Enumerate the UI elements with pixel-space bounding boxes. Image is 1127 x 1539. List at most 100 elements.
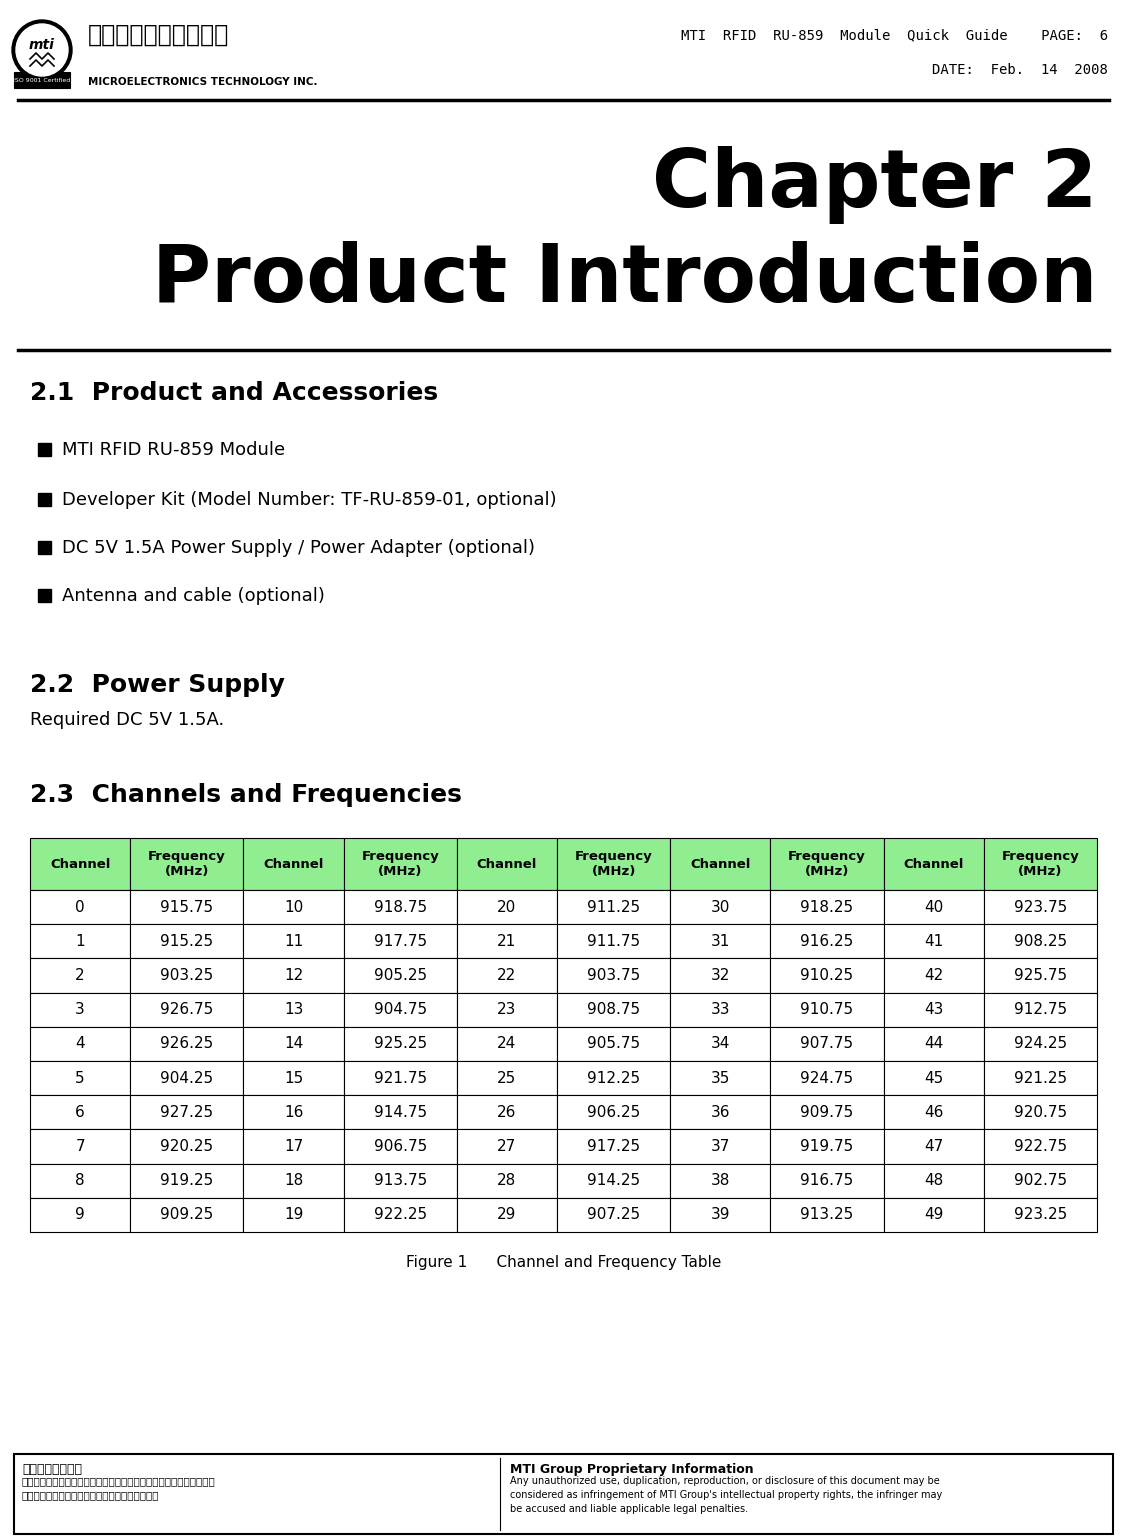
Bar: [557, 925, 671, 959]
Bar: [456, 1197, 557, 1233]
Bar: [884, 890, 984, 925]
Bar: [131, 890, 243, 925]
Text: 45: 45: [924, 1071, 943, 1085]
Bar: [30, 890, 131, 925]
Bar: [38, 542, 51, 554]
Bar: [131, 1130, 243, 1163]
Text: 11: 11: [284, 934, 303, 950]
Text: 905.75: 905.75: [587, 1036, 640, 1051]
Text: 39: 39: [711, 1208, 730, 1222]
Text: Frequency
(MHz): Frequency (MHz): [148, 850, 225, 879]
Bar: [131, 1197, 243, 1233]
Text: Frequency
(MHz): Frequency (MHz): [575, 850, 653, 879]
Text: 33: 33: [711, 1002, 730, 1017]
Text: Required DC 5V 1.5A.: Required DC 5V 1.5A.: [30, 711, 224, 729]
Text: 17: 17: [284, 1139, 303, 1154]
Text: Frequency
(MHz): Frequency (MHz): [1002, 850, 1080, 879]
Text: 32: 32: [711, 968, 730, 983]
Text: 9: 9: [76, 1208, 85, 1222]
Text: 917.75: 917.75: [374, 934, 427, 950]
Bar: [771, 959, 884, 993]
Text: 907.25: 907.25: [587, 1208, 640, 1222]
Bar: [771, 993, 884, 1027]
Text: 916.25: 916.25: [800, 934, 853, 950]
Bar: [456, 890, 557, 925]
Bar: [344, 890, 456, 925]
Text: 2.2  Power Supply: 2.2 Power Supply: [30, 673, 285, 697]
Bar: [456, 1060, 557, 1096]
Text: 35: 35: [711, 1071, 730, 1085]
Text: 42: 42: [924, 968, 943, 983]
Text: Any unauthorized use, duplication, reproduction, or disclosure of this document : Any unauthorized use, duplication, repro…: [511, 1476, 942, 1514]
Bar: [243, 839, 344, 890]
Bar: [30, 993, 131, 1027]
Bar: [671, 959, 771, 993]
Bar: [671, 1096, 771, 1130]
Bar: [984, 925, 1097, 959]
Text: 2: 2: [76, 968, 85, 983]
Text: 16: 16: [284, 1105, 303, 1120]
Text: 18: 18: [284, 1173, 303, 1188]
Bar: [984, 839, 1097, 890]
Bar: [884, 1096, 984, 1130]
Bar: [30, 1197, 131, 1233]
Text: 30: 30: [711, 900, 730, 914]
Bar: [30, 1163, 131, 1197]
Text: 48: 48: [924, 1173, 943, 1188]
Bar: [344, 1060, 456, 1096]
Bar: [671, 1060, 771, 1096]
Text: 918.25: 918.25: [800, 900, 853, 914]
Text: 4: 4: [76, 1036, 85, 1051]
Bar: [771, 1060, 884, 1096]
Bar: [243, 1163, 344, 1197]
Text: Channel: Channel: [477, 857, 538, 871]
Bar: [344, 1130, 456, 1163]
Text: Developer Kit (Model Number: TF-RU-859-01, optional): Developer Kit (Model Number: TF-RU-859-0…: [62, 491, 557, 509]
Bar: [557, 1163, 671, 1197]
Text: 3: 3: [76, 1002, 85, 1017]
Text: Channel: Channel: [264, 857, 323, 871]
Text: 920.25: 920.25: [160, 1139, 213, 1154]
Bar: [30, 959, 131, 993]
Text: mti: mti: [29, 38, 55, 52]
Bar: [884, 959, 984, 993]
Bar: [456, 993, 557, 1027]
Bar: [131, 959, 243, 993]
Text: 23: 23: [497, 1002, 516, 1017]
Bar: [557, 1197, 671, 1233]
Bar: [456, 1096, 557, 1130]
Text: 41: 41: [924, 934, 943, 950]
Bar: [671, 890, 771, 925]
Bar: [243, 1197, 344, 1233]
Bar: [344, 1096, 456, 1130]
Text: 926.75: 926.75: [160, 1002, 213, 1017]
Bar: [30, 1096, 131, 1130]
Text: 49: 49: [924, 1208, 943, 1222]
Text: MTI Group Proprietary Information: MTI Group Proprietary Information: [511, 1464, 754, 1476]
Bar: [771, 1130, 884, 1163]
Text: Frequency
(MHz): Frequency (MHz): [362, 850, 440, 879]
Bar: [456, 1163, 557, 1197]
Text: Antenna and cable (optional): Antenna and cable (optional): [62, 586, 325, 605]
Text: 19: 19: [284, 1208, 303, 1222]
Text: 924.25: 924.25: [1014, 1036, 1067, 1051]
Text: 31: 31: [711, 934, 730, 950]
Text: 925.75: 925.75: [1014, 968, 1067, 983]
Bar: [984, 1060, 1097, 1096]
Text: 903.75: 903.75: [587, 968, 640, 983]
Bar: [671, 1027, 771, 1060]
Bar: [344, 839, 456, 890]
Bar: [771, 1027, 884, 1060]
Text: 7: 7: [76, 1139, 85, 1154]
Bar: [30, 1027, 131, 1060]
Text: Frequency
(MHz): Frequency (MHz): [788, 850, 866, 879]
Text: 926.25: 926.25: [160, 1036, 213, 1051]
Text: 44: 44: [924, 1036, 943, 1051]
Text: 47: 47: [924, 1139, 943, 1154]
Bar: [131, 925, 243, 959]
Bar: [131, 1163, 243, 1197]
Bar: [131, 1096, 243, 1130]
Text: 6: 6: [76, 1105, 85, 1120]
Bar: [557, 890, 671, 925]
Bar: [344, 1027, 456, 1060]
